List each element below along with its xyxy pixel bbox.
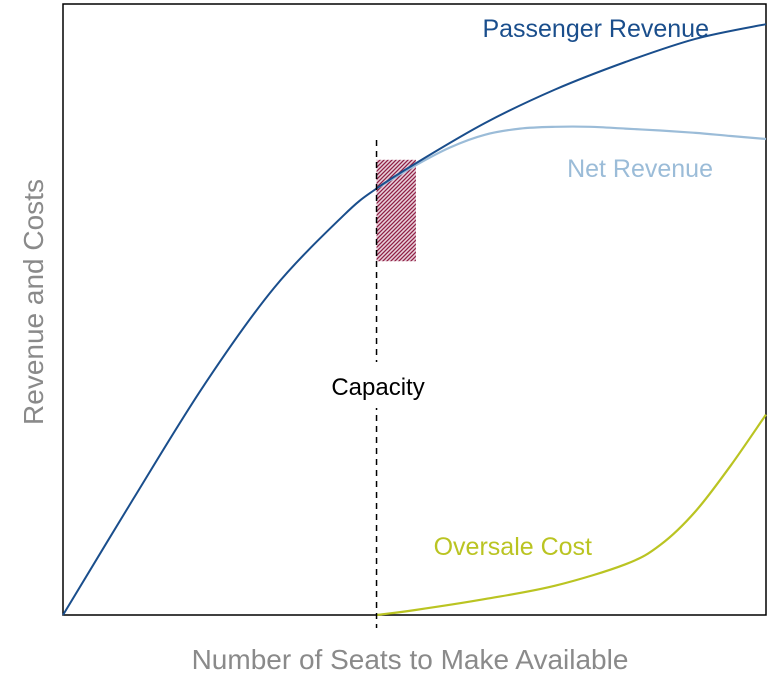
net-revenue-line	[375, 125, 767, 190]
capacity-label: Capacity	[331, 374, 424, 401]
plot-area-frame	[62, 3, 767, 616]
x-axis-title: Number of Seats to Make Available	[192, 644, 629, 675]
net-revenue-label: Net Revenue	[567, 155, 713, 183]
capacity-label-background	[318, 362, 438, 408]
oversale-cost-line	[376, 413, 767, 617]
passenger-revenue-label: Passenger Revenue	[482, 15, 709, 43]
y-axis-title: Revenue and Costs	[18, 179, 49, 425]
passenger-revenue-line	[62, 23, 767, 616]
oversale-cost-label: Oversale Cost	[434, 533, 592, 561]
